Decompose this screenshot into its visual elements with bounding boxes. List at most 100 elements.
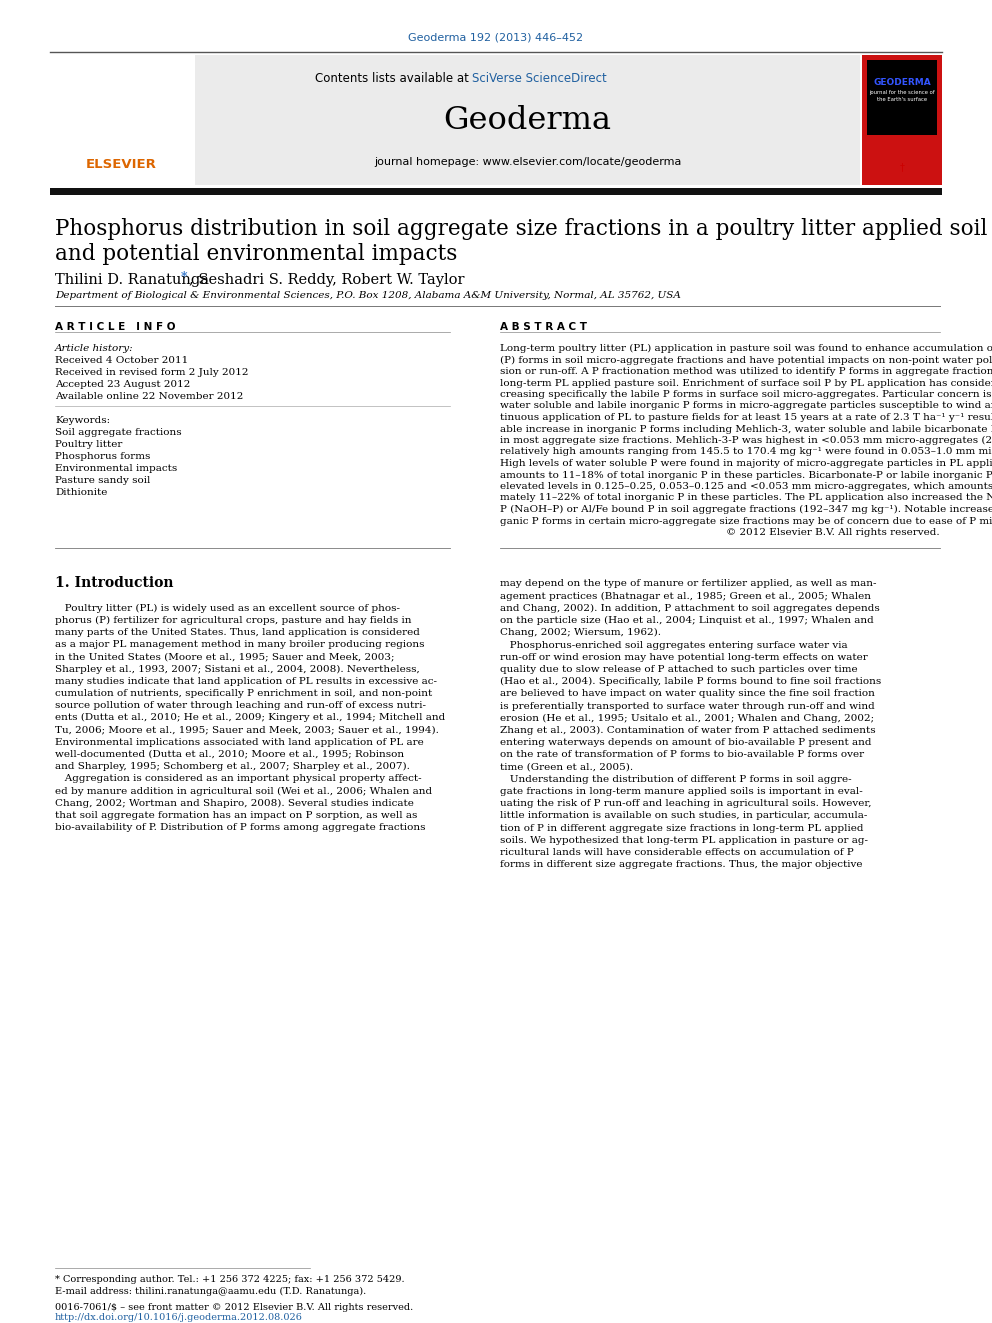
Text: *: * — [181, 271, 187, 284]
Text: on the rate of transformation of P forms to bio-available P forms over: on the rate of transformation of P forms… — [500, 750, 864, 759]
Text: Environmental implications associated with land application of PL are: Environmental implications associated wi… — [55, 738, 424, 746]
Text: P (NaOH–P) or Al/Fe bound P in soil aggregate fractions (192–347 mg kg⁻¹). Notab: P (NaOH–P) or Al/Fe bound P in soil aggr… — [500, 505, 992, 515]
Bar — [50, 188, 942, 194]
Text: and Chang, 2002). In addition, P attachment to soil aggregates depends: and Chang, 2002). In addition, P attachm… — [500, 603, 880, 613]
Text: Soil aggregate fractions: Soil aggregate fractions — [55, 429, 182, 437]
Text: able increase in inorganic P forms including Mehlich-3, water soluble and labile: able increase in inorganic P forms inclu… — [500, 425, 992, 434]
Text: A R T I C L E   I N F O: A R T I C L E I N F O — [55, 321, 176, 332]
Text: as a major PL management method in many broiler producing regions: as a major PL management method in many … — [55, 640, 425, 650]
Text: quality due to slow release of P attached to such particles over time: quality due to slow release of P attache… — [500, 665, 858, 673]
Text: Received in revised form 2 July 2012: Received in revised form 2 July 2012 — [55, 368, 249, 377]
Text: are believed to have impact on water quality since the fine soil fraction: are believed to have impact on water qua… — [500, 689, 875, 699]
Text: Poultry litter: Poultry litter — [55, 441, 122, 448]
Text: High levels of water soluble P were found in majority of micro-aggregate particl: High levels of water soluble P were foun… — [500, 459, 992, 468]
Bar — [862, 56, 942, 185]
Text: and Sharpley, 1995; Schomberg et al., 2007; Sharpley et al., 2007).: and Sharpley, 1995; Schomberg et al., 20… — [55, 762, 410, 771]
Text: , Seshadri S. Reddy, Robert W. Taylor: , Seshadri S. Reddy, Robert W. Taylor — [189, 273, 464, 287]
Text: Department of Biological & Environmental Sciences, P.O. Box 1208, Alabama A&M Un: Department of Biological & Environmental… — [55, 291, 681, 300]
Text: GEODERMA: GEODERMA — [873, 78, 930, 87]
Text: Geoderma 192 (2013) 446–452: Geoderma 192 (2013) 446–452 — [409, 33, 583, 44]
Text: mately 11–22% of total inorganic P in these particles. The PL application also i: mately 11–22% of total inorganic P in th… — [500, 493, 992, 503]
Text: Received 4 October 2011: Received 4 October 2011 — [55, 356, 188, 365]
Text: gate fractions in long-term manure applied soils is important in eval-: gate fractions in long-term manure appli… — [500, 787, 863, 796]
Text: uating the risk of P run-off and leaching in agricultural soils. However,: uating the risk of P run-off and leachin… — [500, 799, 872, 808]
Text: long-term PL applied pasture soil. Enrichment of surface soil P by PL applicatio: long-term PL applied pasture soil. Enric… — [500, 378, 992, 388]
Text: Geoderma: Geoderma — [443, 105, 611, 136]
Text: Phosphorus forms: Phosphorus forms — [55, 452, 151, 460]
Text: ents (Dutta et al., 2010; He et al., 2009; Kingery et al., 1994; Mitchell and: ents (Dutta et al., 2010; He et al., 200… — [55, 713, 445, 722]
Text: journal homepage: www.elsevier.com/locate/geoderma: journal homepage: www.elsevier.com/locat… — [374, 157, 682, 167]
Text: run-off or wind erosion may have potential long-term effects on water: run-off or wind erosion may have potenti… — [500, 652, 868, 662]
Text: A B S T R A C T: A B S T R A C T — [500, 321, 587, 332]
Text: water soluble and labile inorganic P forms in micro-aggregate particles suscepti: water soluble and labile inorganic P for… — [500, 401, 992, 410]
Text: little information is available on such studies, in particular, accumula-: little information is available on such … — [500, 811, 867, 820]
Text: http://dx.doi.org/10.1016/j.geoderma.2012.08.026: http://dx.doi.org/10.1016/j.geoderma.201… — [55, 1312, 303, 1322]
Text: ricultural lands will have considerable effects on accumulation of P: ricultural lands will have considerable … — [500, 848, 854, 857]
Text: 0016-7061/$ – see front matter © 2012 Elsevier B.V. All rights reserved.: 0016-7061/$ – see front matter © 2012 El… — [55, 1303, 414, 1312]
Text: (Hao et al., 2004). Specifically, labile P forms bound to fine soil fractions: (Hao et al., 2004). Specifically, labile… — [500, 677, 881, 687]
Text: on the particle size (Hao et al., 2004; Linquist et al., 1997; Whalen and: on the particle size (Hao et al., 2004; … — [500, 617, 874, 626]
Text: †: † — [900, 161, 905, 172]
Text: sion or run-off. A P fractionation method was utilized to identify P forms in ag: sion or run-off. A P fractionation metho… — [500, 366, 992, 376]
Text: phorus (P) fertilizer for agricultural crops, pasture and hay fields in: phorus (P) fertilizer for agricultural c… — [55, 615, 412, 624]
Text: tion of P in different aggregate size fractions in long-term PL applied: tion of P in different aggregate size fr… — [500, 823, 863, 832]
Text: may depend on the type of manure or fertilizer applied, as well as man-: may depend on the type of manure or fert… — [500, 579, 877, 589]
Text: Article history:: Article history: — [55, 344, 134, 353]
Text: forms in different size aggregate fractions. Thus, the major objective: forms in different size aggregate fracti… — [500, 860, 862, 869]
Text: (P) forms in soil micro-aggregate fractions and have potential impacts on non-po: (P) forms in soil micro-aggregate fracti… — [500, 356, 992, 365]
Text: entering waterways depends on amount of bio-available P present and: entering waterways depends on amount of … — [500, 738, 872, 747]
Text: Dithionite: Dithionite — [55, 488, 107, 497]
Text: * Corresponding author. Tel.: +1 256 372 4225; fax: +1 256 372 5429.: * Corresponding author. Tel.: +1 256 372… — [55, 1275, 405, 1285]
Text: Phosphorus distribution in soil aggregate size fractions in a poultry litter app: Phosphorus distribution in soil aggregat… — [55, 218, 987, 239]
Text: © 2012 Elsevier B.V. All rights reserved.: © 2012 Elsevier B.V. All rights reserved… — [726, 528, 940, 537]
Text: journal for the science of: journal for the science of — [869, 90, 934, 95]
Text: 1. Introduction: 1. Introduction — [55, 576, 174, 590]
Text: Accepted 23 August 2012: Accepted 23 August 2012 — [55, 380, 190, 389]
Text: source pollution of water through leaching and run-off of excess nutri-: source pollution of water through leachi… — [55, 701, 426, 710]
Text: and potential environmental impacts: and potential environmental impacts — [55, 243, 457, 265]
Text: the Earth's surface: the Earth's surface — [877, 97, 928, 102]
Text: Keywords:: Keywords: — [55, 415, 110, 425]
Text: Zhang et al., 2003). Contamination of water from P attached sediments: Zhang et al., 2003). Contamination of wa… — [500, 726, 876, 736]
Text: ganic P forms in certain micro-aggregate size fractions may be of concern due to: ganic P forms in certain micro-aggregate… — [500, 516, 992, 525]
Text: Long-term poultry litter (PL) application in pasture soil was found to enhance a: Long-term poultry litter (PL) applicatio… — [500, 344, 992, 353]
Text: time (Green et al., 2005).: time (Green et al., 2005). — [500, 762, 633, 771]
Text: Understanding the distribution of different P forms in soil aggre-: Understanding the distribution of differ… — [500, 775, 851, 783]
Text: in most aggregate size fractions. Mehlich-3-P was highest in <0.053 mm micro-agg: in most aggregate size fractions. Mehlic… — [500, 437, 992, 445]
Text: Thilini D. Ranatunga: Thilini D. Ranatunga — [55, 273, 213, 287]
Text: SciVerse ScienceDirect: SciVerse ScienceDirect — [472, 71, 607, 85]
Text: Sharpley et al., 1993, 2007; Sistani et al., 2004, 2008). Nevertheless,: Sharpley et al., 1993, 2007; Sistani et … — [55, 664, 420, 673]
Text: Environmental impacts: Environmental impacts — [55, 464, 178, 474]
Bar — [867, 60, 937, 135]
Bar — [195, 56, 860, 185]
Text: Available online 22 November 2012: Available online 22 November 2012 — [55, 392, 243, 401]
Bar — [50, 56, 192, 185]
Text: Aggregation is considered as an important physical property affect-: Aggregation is considered as an importan… — [55, 774, 422, 783]
Text: Poultry litter (PL) is widely used as an excellent source of phos-: Poultry litter (PL) is widely used as an… — [55, 603, 400, 613]
Text: E-mail address: thilini.ranatunga@aamu.edu (T.D. Ranatunga).: E-mail address: thilini.ranatunga@aamu.e… — [55, 1287, 366, 1297]
Text: Phosphorus-enriched soil aggregates entering surface water via: Phosphorus-enriched soil aggregates ente… — [500, 640, 847, 650]
Text: tinuous application of PL to pasture fields for at least 15 years at a rate of 2: tinuous application of PL to pasture fie… — [500, 413, 992, 422]
Text: relatively high amounts ranging from 145.5 to 170.4 mg kg⁻¹ were found in 0.053–: relatively high amounts ranging from 145… — [500, 447, 992, 456]
Text: ed by manure addition in agricultural soil (Wei et al., 2006; Whalen and: ed by manure addition in agricultural so… — [55, 786, 433, 795]
Text: cumulation of nutrients, specifically P enrichment in soil, and non-point: cumulation of nutrients, specifically P … — [55, 689, 433, 699]
Text: elevated levels in 0.125–0.25, 0.053–0.125 and <0.053 mm micro-aggregates, which: elevated levels in 0.125–0.25, 0.053–0.1… — [500, 482, 992, 491]
Text: Contents lists available at: Contents lists available at — [314, 71, 472, 85]
Text: that soil aggregate formation has an impact on P sorption, as well as: that soil aggregate formation has an imp… — [55, 811, 418, 820]
Text: Tu, 2006; Moore et al., 1995; Sauer and Meek, 2003; Sauer et al., 1994).: Tu, 2006; Moore et al., 1995; Sauer and … — [55, 725, 438, 734]
Text: creasing specifically the labile P forms in surface soil micro-aggregates. Parti: creasing specifically the labile P forms… — [500, 390, 992, 400]
Text: soils. We hypothesized that long-term PL application in pasture or ag-: soils. We hypothesized that long-term PL… — [500, 836, 868, 844]
Text: bio-availability of P. Distribution of P forms among aggregate fractions: bio-availability of P. Distribution of P… — [55, 823, 426, 832]
Text: agement practices (Bhatnagar et al., 1985; Green et al., 2005; Whalen: agement practices (Bhatnagar et al., 198… — [500, 591, 871, 601]
Text: Chang, 2002; Wortman and Shapiro, 2008). Several studies indicate: Chang, 2002; Wortman and Shapiro, 2008).… — [55, 799, 414, 808]
Text: is preferentially transported to surface water through run-off and wind: is preferentially transported to surface… — [500, 701, 875, 710]
Text: Pasture sandy soil: Pasture sandy soil — [55, 476, 151, 486]
Text: many parts of the United States. Thus, land application is considered: many parts of the United States. Thus, l… — [55, 628, 420, 636]
Text: many studies indicate that land application of PL results in excessive ac-: many studies indicate that land applicat… — [55, 676, 437, 685]
Text: well-documented (Dutta et al., 2010; Moore et al., 1995; Robinson: well-documented (Dutta et al., 2010; Moo… — [55, 750, 404, 759]
Text: ELSEVIER: ELSEVIER — [85, 157, 157, 171]
Text: Chang, 2002; Wiersum, 1962).: Chang, 2002; Wiersum, 1962). — [500, 628, 661, 638]
Text: erosion (He et al., 1995; Usitalo et al., 2001; Whalen and Chang, 2002;: erosion (He et al., 1995; Usitalo et al.… — [500, 713, 874, 722]
Text: amounts to 11–18% of total inorganic P in these particles. Bicarbonate-P or labi: amounts to 11–18% of total inorganic P i… — [500, 471, 992, 479]
Text: in the United States (Moore et al., 1995; Sauer and Meek, 2003;: in the United States (Moore et al., 1995… — [55, 652, 395, 662]
